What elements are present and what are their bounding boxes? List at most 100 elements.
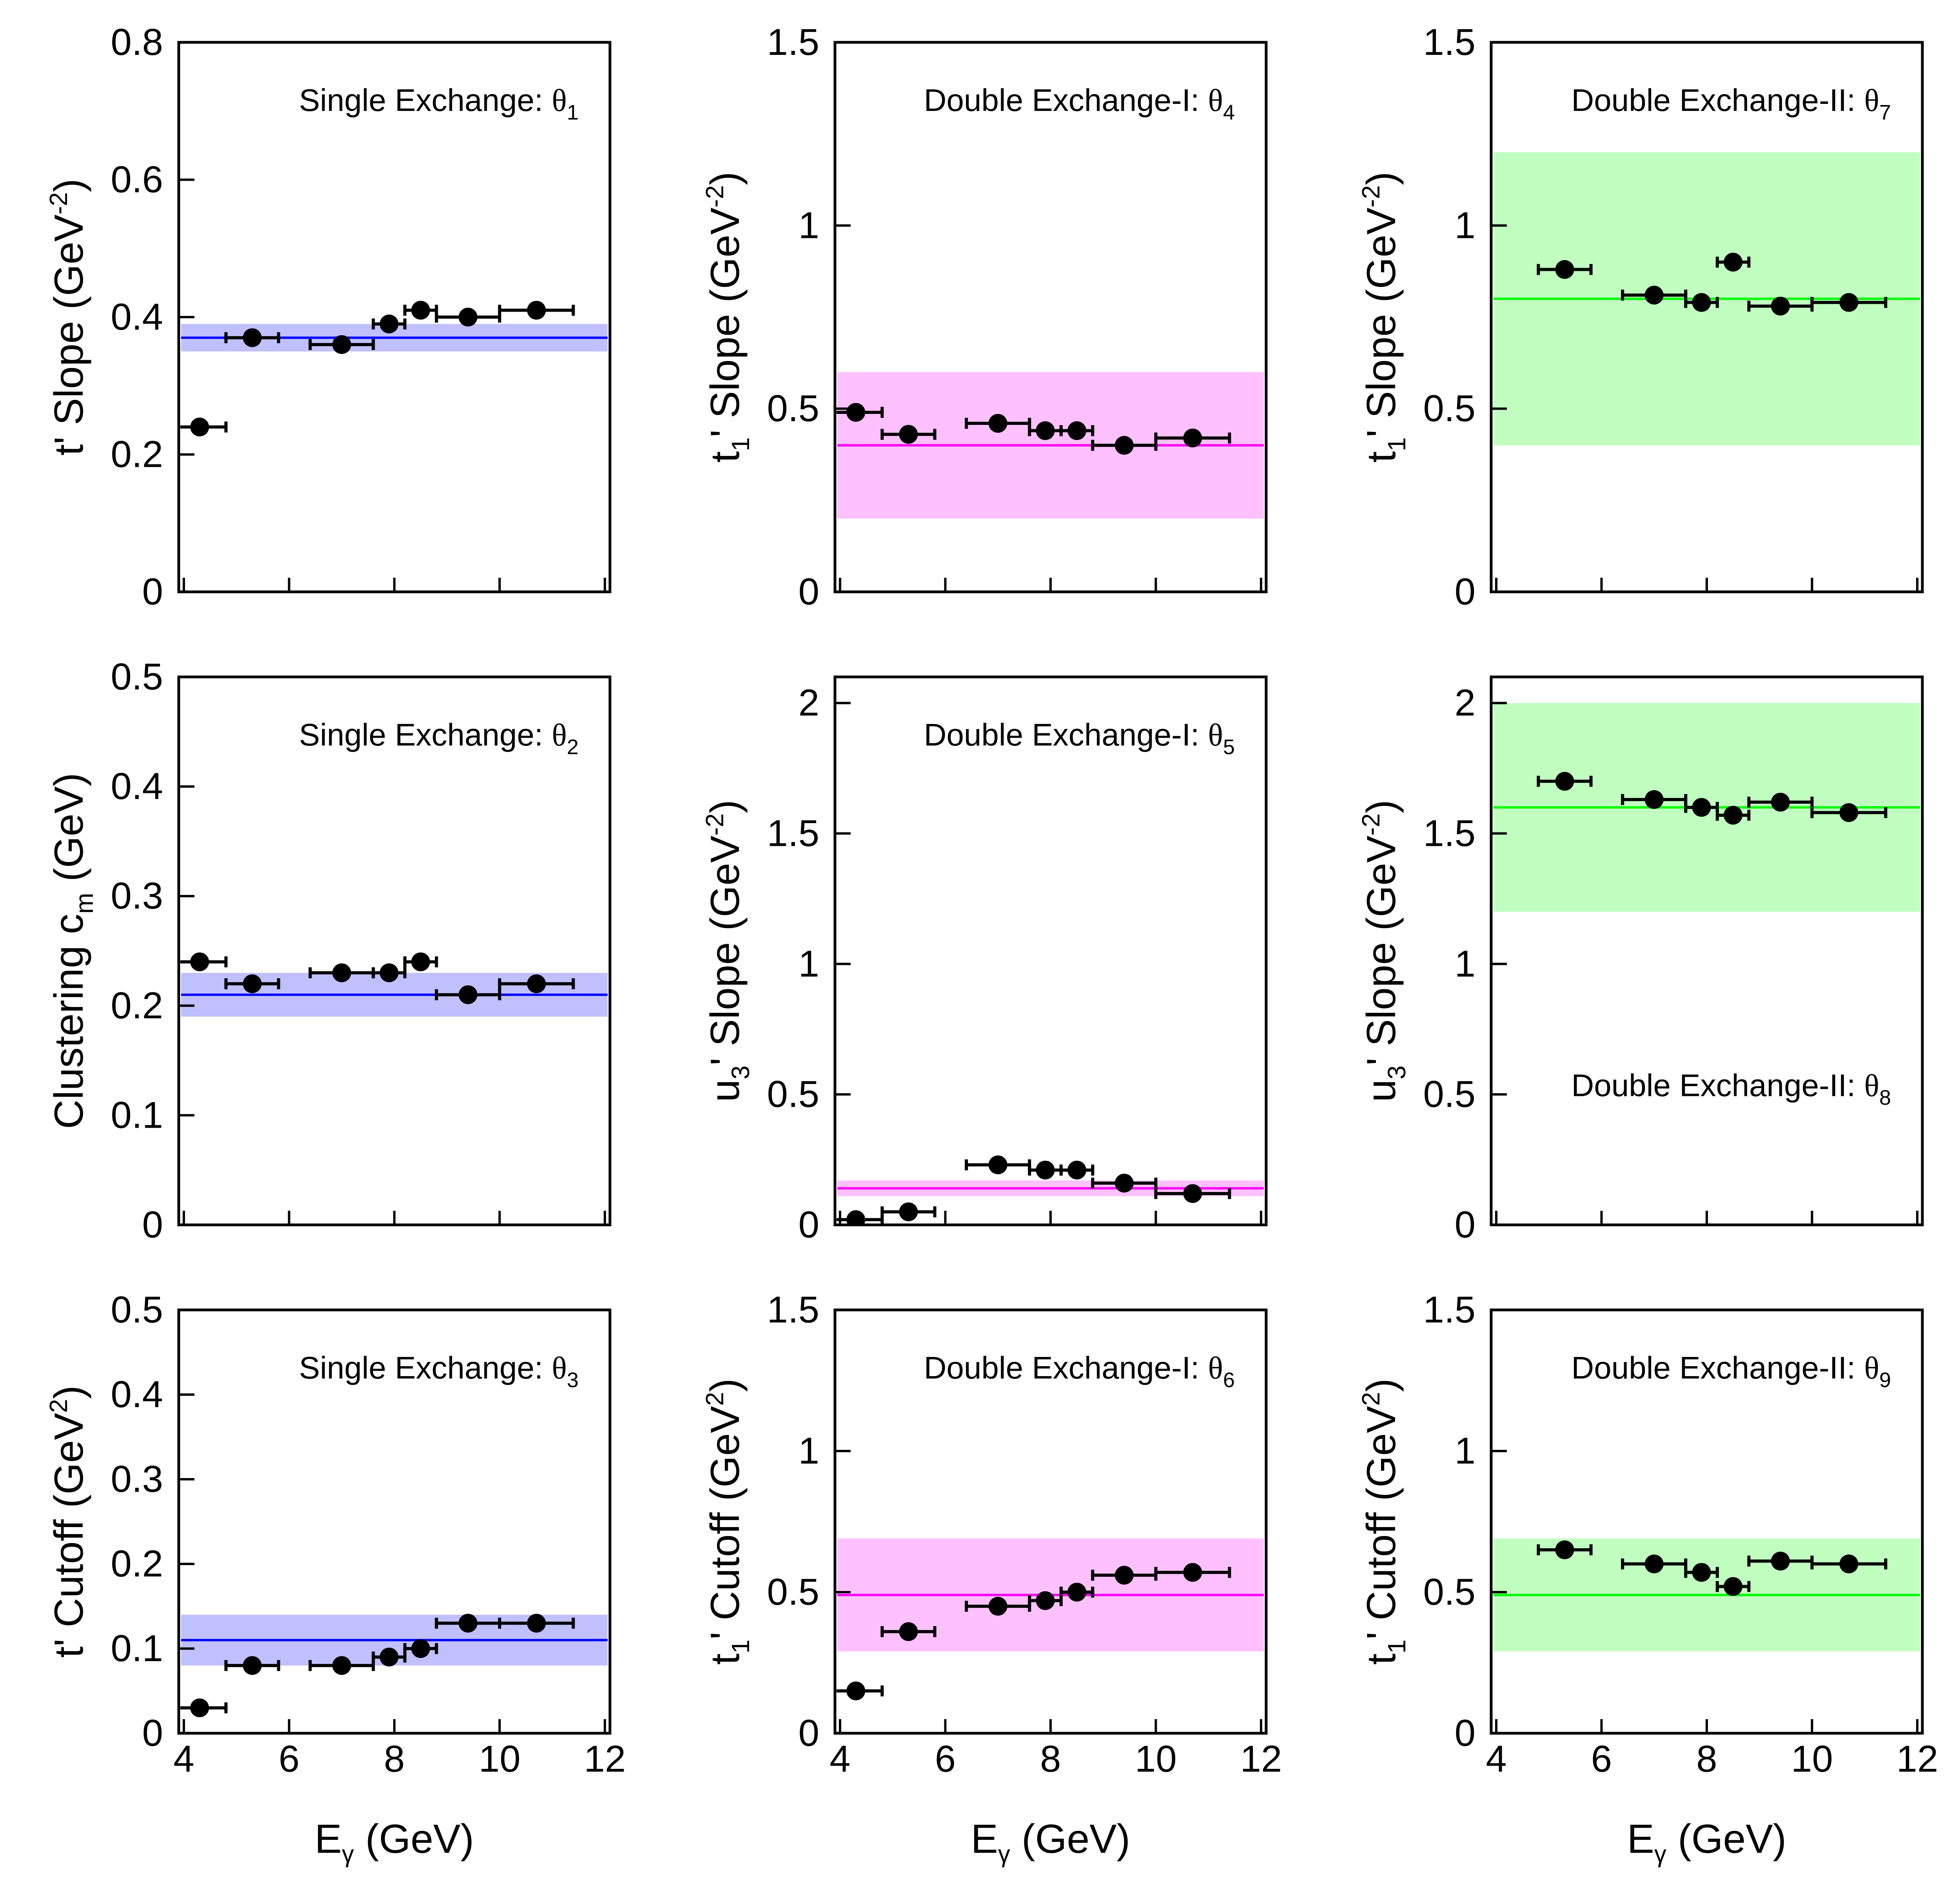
x-tick-label: 12 (1240, 1738, 1282, 1780)
y-axis-label: t' Slope (GeV-2) (44, 179, 92, 456)
plot-area (180, 1614, 608, 1718)
data-point (243, 974, 262, 993)
y-axis-label: t1' Cutoff (GeV2) (1357, 1379, 1411, 1665)
panel-title-sub: 6 (1223, 1368, 1235, 1392)
y-axis-label-sup: -2 (44, 192, 73, 214)
panel-title-sub: 4 (1223, 101, 1235, 124)
y-tick-label: 1.5 (1423, 812, 1475, 854)
panel-title-greek: θ (1208, 1351, 1223, 1386)
panel-title-text: Double Exchange-II: (1572, 83, 1864, 118)
panel-title: Single Exchange: θ3 (299, 1350, 579, 1392)
data-point (1067, 1161, 1087, 1180)
y-tick-label: 0.8 (111, 21, 163, 63)
data-point (1555, 772, 1574, 791)
y-axis-label-text: t (702, 451, 748, 463)
data-point (1724, 1577, 1743, 1596)
data-point (1724, 805, 1743, 825)
data-point (1692, 1563, 1711, 1582)
data-point (243, 1656, 262, 1675)
data-point (1183, 1184, 1202, 1203)
data-point (190, 417, 209, 437)
y-axis-label: Clustering cm (GeV) (46, 773, 98, 1129)
y-axis-label-text: t' Cutoff (GeV (46, 1413, 92, 1658)
x-tick-label: 8 (384, 1738, 405, 1780)
panel-title-greek: θ (1864, 1351, 1879, 1386)
y-axis-label-sup: 2 (1357, 1392, 1385, 1406)
panel-4: 0 0.1 0.2 0.3 0.4 0.5 Clustering cm (GeV) Singl… (46, 656, 612, 1246)
x-tick-label: 10 (1791, 1738, 1833, 1780)
data-point (243, 328, 262, 347)
y-axis-label-sup: -2 (1357, 185, 1385, 207)
y-tick-label: 0.4 (111, 296, 163, 338)
data-point (899, 425, 918, 444)
y-axis-label-text: ' Cutoff (GeV (1359, 1406, 1404, 1640)
data-point (1067, 421, 1087, 440)
x-tick-label: 6 (279, 1738, 299, 1780)
y-axis-label-sup: 2 (44, 1399, 73, 1413)
data-point (332, 335, 351, 354)
panel-title: Double Exchange-I: θ5 (924, 717, 1235, 759)
panel-title: Double Exchange-II: θ7 (1572, 83, 1891, 124)
x-tick-label: 4 (173, 1738, 194, 1780)
y-axis-label: t1' Cutoff (GeV2) (701, 1379, 755, 1665)
y-axis-label-text: t (1359, 451, 1404, 463)
y-tick-label: 1.5 (767, 1289, 819, 1331)
x-axis-label-main: E (1627, 1816, 1654, 1862)
data-point (1839, 1555, 1858, 1573)
x-tick-label: 4 (1486, 1738, 1506, 1780)
data-point (1067, 1583, 1087, 1602)
x-tick-label: 12 (1896, 1738, 1938, 1780)
plot-area (837, 1538, 1264, 1700)
data-point (332, 1656, 351, 1675)
y-tick-label: 0.4 (111, 765, 163, 807)
y-tick-label: 0.5 (1423, 1073, 1475, 1115)
data-point (1555, 1540, 1574, 1559)
y-axis-label-sup: -2 (701, 185, 729, 207)
y-tick-label: 0 (142, 1204, 163, 1246)
y-axis-label-text: u (1359, 1079, 1404, 1102)
data-point (1114, 1174, 1134, 1193)
panel-6: 0 0.5 1 1.5 2 u3' Slope (GeV-2) Double Exchang… (1357, 675, 1924, 1246)
y-axis-label-sub: 3 (1383, 1065, 1411, 1079)
panel-3: 00.511.5t1' Slope (GeV-2)Double Exchange… (1357, 21, 1924, 613)
y-tick-label: 0 (1455, 1712, 1475, 1754)
data-point (846, 403, 866, 422)
y-tick-label: 0 (799, 1712, 819, 1754)
y-tick-label: 0 (799, 1204, 819, 1246)
panel-title-text: Double Exchange-I: (924, 717, 1208, 752)
x-tick-label: 8 (1696, 1738, 1717, 1780)
panel-title-text: Single Exchange: (299, 1350, 552, 1385)
panel-5: 0 0.5 1 1.5 2 u3' Slope (GeV-2) Double Exchang… (701, 675, 1268, 1246)
y-tick-label: 0.3 (111, 1458, 163, 1500)
x-tick-label: 12 (584, 1738, 626, 1780)
y-tick-label: 1 (799, 943, 819, 985)
y-tick-label: 1 (799, 204, 819, 246)
x-axis-label-sub: γ (342, 1841, 354, 1868)
data-point (332, 963, 351, 982)
data-point (1036, 1161, 1055, 1180)
y-axis-label: t1' Slope (GeV-2) (701, 172, 755, 463)
plot-area (1494, 1538, 1920, 1652)
y-axis-label-sub: 3 (726, 1065, 755, 1079)
data-point (190, 1698, 209, 1718)
data-point (527, 974, 546, 993)
data-point (1036, 1591, 1055, 1610)
y-tick-label: 0 (799, 571, 819, 613)
data-point (988, 414, 1007, 433)
panel-title-text: Double Exchange-II: (1572, 1350, 1864, 1385)
data-point (1183, 428, 1202, 448)
data-point (1644, 790, 1664, 809)
x-tick-label: 6 (935, 1738, 956, 1780)
y-tick-label: 2 (799, 682, 819, 724)
x-tick-label: 4 (829, 1738, 850, 1780)
y-axis-label-text: ' Slope (GeV (702, 836, 748, 1065)
y-tick-label: 1.5 (1423, 21, 1475, 63)
y-axis-label-text: ) (702, 172, 748, 185)
data-point (1114, 1565, 1134, 1585)
data-point (379, 963, 399, 982)
x-tick-label: 10 (1135, 1738, 1177, 1780)
x-tick-label: 6 (1591, 1738, 1612, 1780)
y-tick-label: 1.5 (767, 21, 819, 63)
